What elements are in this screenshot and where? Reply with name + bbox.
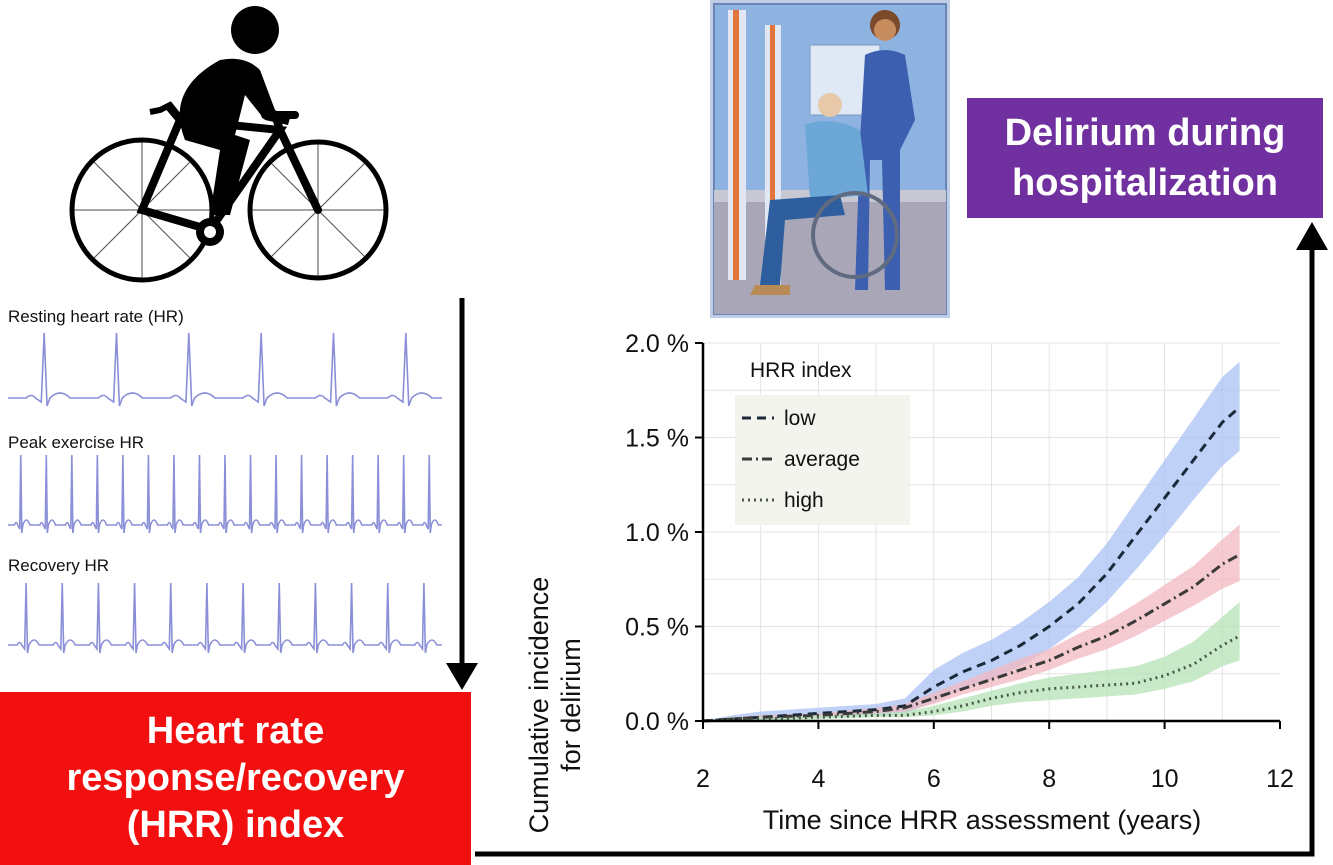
resting-hr-label: Resting heart rate (HR) bbox=[8, 307, 184, 326]
y-tick-label: 1.5 % bbox=[625, 425, 689, 453]
band-average bbox=[703, 524, 1240, 721]
y-tick-label: 1.0 % bbox=[625, 519, 689, 547]
x-tick-label: 6 bbox=[927, 765, 941, 793]
line-average bbox=[702, 553, 1241, 723]
chart-axes: 0.0 % 0.5 % 1.0 % 1.5 % 2.0 % 2 4 6 8 10 12 bbox=[625, 330, 1294, 793]
y-tick-label: 2.0 % bbox=[625, 330, 689, 358]
peak-ecg-trace bbox=[8, 454, 442, 534]
x-tick-label: 4 bbox=[811, 765, 825, 793]
line-low bbox=[702, 406, 1241, 723]
x-tick-label: 10 bbox=[1151, 765, 1179, 793]
legend-label-high: high bbox=[784, 489, 824, 512]
x-tick-label: 12 bbox=[1266, 765, 1294, 793]
hrr-index-box: Heart rate response/recovery (HRR) index bbox=[0, 692, 471, 865]
cyclist-icon bbox=[69, 6, 389, 283]
hrr-line-2: response/recovery bbox=[66, 757, 405, 799]
x-axis-label: Time since HRR assessment (years) bbox=[763, 805, 1202, 835]
y-tick-label: 0.0 % bbox=[625, 708, 689, 736]
resting-ecg-trace bbox=[8, 332, 442, 407]
legend-label-average: average bbox=[784, 448, 860, 471]
peak-hr-label: Peak exercise HR bbox=[8, 433, 145, 452]
y-axis-label-line2: for delirium bbox=[556, 638, 586, 772]
connector-arrow bbox=[475, 222, 1328, 857]
recovery-hr-label: Recovery HR bbox=[8, 556, 110, 575]
y-axis-label-line1: Cumulative incidence bbox=[524, 577, 554, 834]
legend-label-low: low bbox=[784, 407, 816, 430]
band-high bbox=[703, 601, 1240, 721]
delirium-line-2: hospitalization bbox=[1012, 162, 1278, 204]
ecg-traces bbox=[8, 332, 442, 654]
series-lines bbox=[702, 406, 1241, 723]
recovery-ecg-trace bbox=[8, 582, 442, 654]
hrr-line-1: Heart rate bbox=[146, 710, 325, 752]
legend-title: HRR index bbox=[750, 359, 852, 382]
y-tick-label: 0.5 % bbox=[625, 614, 689, 642]
wheelchair-patient-nurse-illustration bbox=[710, 0, 950, 318]
delirium-line-1: Delirium during bbox=[1004, 112, 1286, 154]
hrr-line-3: (HRR) index bbox=[126, 804, 345, 846]
x-tick-label: 2 bbox=[696, 765, 710, 793]
x-tick-label: 8 bbox=[1042, 765, 1056, 793]
chart-legend: HRR index low average high bbox=[735, 359, 910, 525]
cumulative-incidence-chart: 0.0 % 0.5 % 1.0 % 1.5 % 2.0 % 2 4 6 8 10 12 HRR in… bbox=[524, 330, 1294, 835]
delirium-box: Delirium during hospitalization bbox=[967, 98, 1323, 218]
down-arrow bbox=[446, 298, 478, 690]
